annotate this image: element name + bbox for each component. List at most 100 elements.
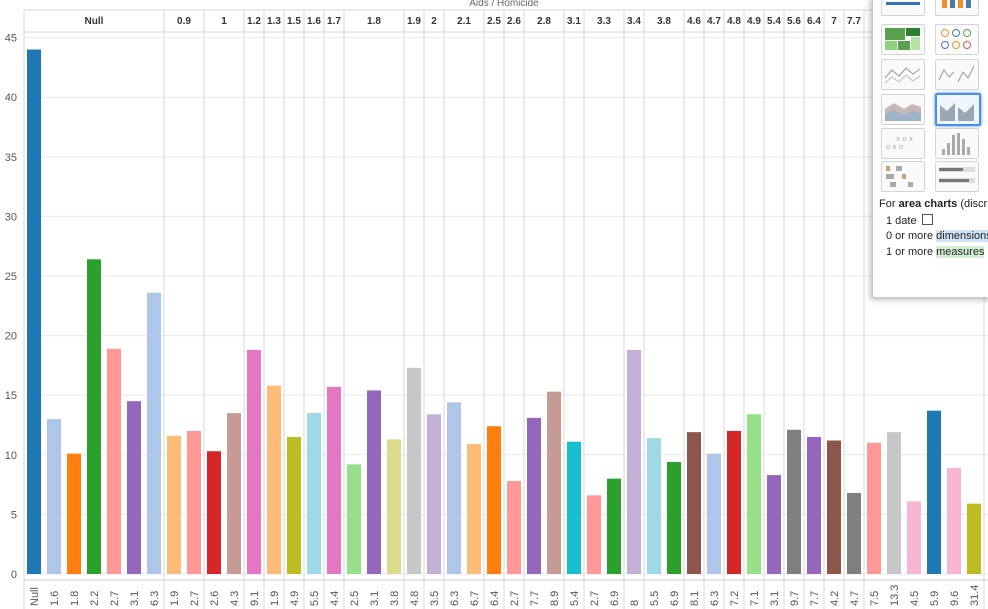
- bar: [807, 436, 821, 574]
- x-tick-label: 6.4: [489, 591, 501, 606]
- x-tick-label: 6.9: [669, 591, 681, 606]
- bar: [47, 419, 61, 574]
- stacked-bars-thumbnail[interactable]: [935, 0, 979, 16]
- svg-text:x o x: x o x: [896, 135, 913, 143]
- column-header: 2.8: [537, 16, 551, 27]
- x-tick-label: 5.4: [569, 591, 581, 606]
- bar: [607, 478, 621, 574]
- circle-views-thumbnail[interactable]: [935, 24, 979, 55]
- x-tick-label: 9.1: [249, 591, 261, 606]
- x-tick-label: 4.9: [289, 591, 301, 606]
- area-continuous-thumbnail[interactable]: [881, 94, 925, 125]
- bar: [527, 417, 541, 574]
- bar: [167, 435, 181, 574]
- y-tick-label: 45: [5, 33, 17, 45]
- x-tick-label: 4.8: [409, 591, 421, 606]
- y-tick-label: 30: [5, 211, 17, 223]
- bar: [307, 413, 321, 574]
- x-tick-label: 5.5: [649, 591, 661, 606]
- column-header: 4.9: [747, 16, 761, 27]
- bar: [407, 367, 421, 574]
- y-tick-label: 0: [11, 569, 17, 581]
- x-tick-label: 7.1: [749, 591, 761, 606]
- x-tick-label: 9.7: [789, 591, 801, 606]
- column-header: 1.9: [407, 16, 421, 27]
- x-tick-label: 4.7: [849, 591, 861, 606]
- bar: [267, 385, 281, 574]
- column-header: 1: [221, 16, 227, 27]
- svg-text:o x o: o x o: [886, 143, 903, 151]
- bar: [487, 426, 501, 574]
- x-tick-label: 1.9: [269, 591, 281, 606]
- column-header: 1.6: [307, 16, 321, 27]
- column-header: 4.6: [687, 16, 701, 27]
- column-header: 2: [431, 16, 437, 27]
- x-tick-label: 2.7: [509, 591, 521, 606]
- bar: [327, 386, 341, 574]
- lines-discrete-thumbnail[interactable]: [935, 59, 979, 90]
- calendar-icon: [921, 214, 933, 225]
- x-tick-label: 6.3: [449, 591, 461, 606]
- bar: [127, 401, 141, 574]
- column-header: 2.1: [457, 16, 471, 27]
- y-tick-label: 25: [5, 271, 17, 283]
- bar: [747, 414, 761, 574]
- column-header: 3.4: [627, 16, 641, 27]
- column-header: 1.8: [367, 16, 381, 27]
- x-tick-label: 2.7: [589, 591, 601, 606]
- column-header: 4.7: [707, 16, 721, 27]
- horizontal-bars-thumbnail[interactable]: [881, 0, 925, 16]
- treemap-thumbnail[interactable]: [881, 24, 925, 55]
- x-tick-label: 2.7: [189, 591, 201, 606]
- bar: [187, 430, 201, 574]
- x-tick-label: 4.2: [829, 591, 841, 606]
- area-discrete-thumbnail[interactable]: [935, 93, 981, 126]
- x-tick-label: Null: [29, 587, 41, 606]
- bar: [727, 430, 741, 574]
- bar: [507, 481, 521, 574]
- bar: [947, 467, 961, 574]
- bar: [867, 442, 881, 574]
- x-tick-label: 2.6: [209, 591, 221, 606]
- x-tick-label: 3.1: [369, 591, 381, 606]
- column-header: 2.5: [487, 16, 501, 27]
- x-tick-label: 2.5: [349, 591, 361, 606]
- bar: [427, 414, 441, 574]
- column-header: 1.2: [247, 16, 261, 27]
- x-tick-label: 1.6: [49, 591, 61, 606]
- bar: [647, 438, 661, 574]
- x-tick-label: 8.9: [549, 591, 561, 606]
- bar: [567, 441, 581, 574]
- bar: [907, 501, 921, 574]
- bar: [227, 413, 241, 574]
- x-tick-label: 9.6: [949, 591, 961, 606]
- x-tick-label: 8.1: [689, 591, 701, 606]
- lines-continuous-thumbnail[interactable]: [881, 59, 925, 90]
- x-tick-label: 6.3: [149, 591, 161, 606]
- bar: [347, 464, 361, 574]
- requirement-date: 1 date: [886, 214, 933, 227]
- bar: [827, 440, 841, 574]
- bar: [287, 436, 301, 574]
- column-header: 7.7: [847, 16, 861, 27]
- bullet-graph-thumbnail[interactable]: [935, 161, 979, 192]
- bar: [27, 49, 41, 574]
- bar: [667, 461, 681, 574]
- x-tick-label: 4.5: [909, 591, 921, 606]
- bar: [107, 348, 121, 574]
- x-tick-label: 2.2: [89, 591, 101, 606]
- histogram-thumbnail[interactable]: [935, 128, 979, 159]
- bar: [767, 475, 781, 574]
- x-tick-label: 5.9: [929, 591, 941, 606]
- x-tick-label: 7.5: [869, 591, 881, 606]
- gantt-thumbnail[interactable]: [881, 161, 925, 192]
- bar: [547, 391, 561, 574]
- y-tick-label: 20: [5, 331, 17, 343]
- x-tick-label: 3.5: [429, 591, 441, 606]
- bar: [707, 453, 721, 574]
- x-tick-label: 6.7: [469, 591, 481, 606]
- column-header: 1.3: [267, 16, 281, 27]
- y-tick-label: 10: [5, 450, 17, 462]
